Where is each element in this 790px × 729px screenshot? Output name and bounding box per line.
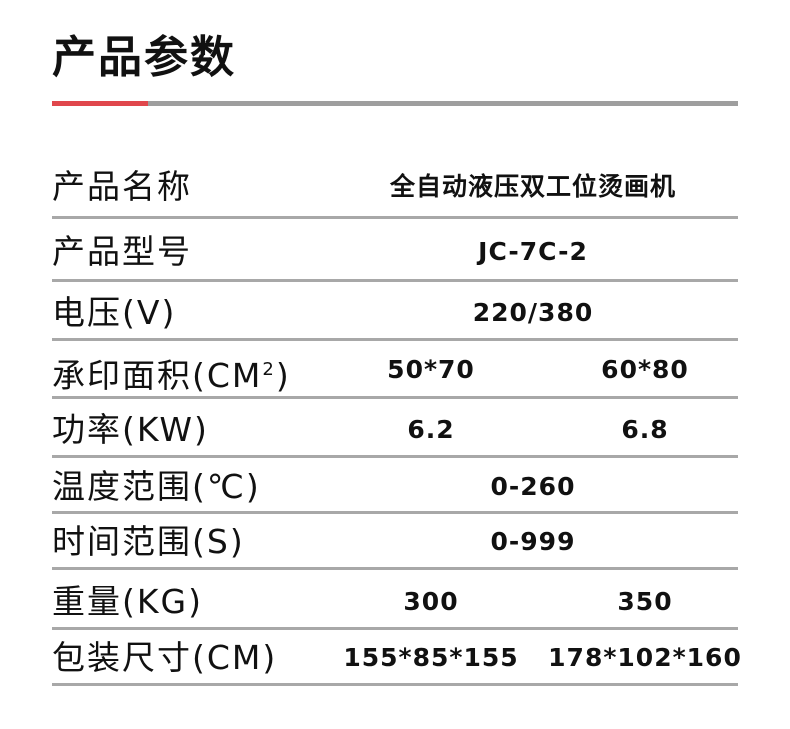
spec-value: JC-7C-2: [478, 237, 588, 266]
spec-row: 电压(V) 220/380: [52, 288, 738, 338]
title-underline: [52, 101, 738, 106]
spec-row: 功率(KW) 6.2 6.8: [52, 405, 738, 455]
spec-row: 承印面积(CM2) 50*70 60*80: [52, 345, 738, 395]
row-divider: [52, 567, 738, 570]
superscript: 2: [262, 359, 276, 380]
spec-label: 重量(KG): [52, 577, 203, 627]
spec-row: 温度范围(℃) 0-260: [52, 462, 738, 512]
spec-label: 承印面积(CM2): [52, 345, 291, 401]
label-end: ): [275, 356, 291, 395]
spec-label-text: 重量(KG): [52, 582, 203, 621]
spec-label-text: 承印面积(CM: [52, 356, 263, 395]
spec-row: 重量(KG) 300 350: [52, 577, 738, 627]
spec-value: 60*80: [601, 355, 689, 384]
spec-label-text: 产品型号: [52, 232, 192, 271]
row-divider: [52, 396, 738, 399]
spec-value: 220/380: [472, 298, 594, 327]
spec-value: 6.8: [621, 415, 669, 444]
spec-label-text: 包装尺寸(CM): [52, 638, 278, 677]
spec-label: 电压(V): [52, 288, 176, 338]
spec-value: 350: [617, 587, 673, 616]
spec-value: 178*102*160: [548, 643, 742, 672]
spec-row: 产品名称 全自动液压双工位烫画机: [52, 162, 738, 212]
spec-row: 包装尺寸(CM) 155*85*155 178*102*160: [52, 633, 741, 683]
spec-row: 产品型号 JC-7C-2: [52, 227, 738, 277]
spec-label: 产品名称: [52, 162, 192, 212]
spec-label: 产品型号: [52, 227, 192, 277]
spec-label-text: 电压(V): [52, 293, 177, 332]
row-divider: [52, 455, 738, 458]
spec-value: 全自动液压双工位烫画机: [389, 172, 677, 201]
spec-value: 300: [403, 587, 459, 616]
spec-row: 时间范围(S) 0-999: [52, 517, 738, 567]
spec-label: 温度范围(℃): [52, 462, 261, 512]
row-divider: [52, 627, 738, 630]
spec-value: 50*70: [387, 355, 475, 384]
spec-label-text: 功率(KW): [52, 410, 209, 449]
spec-label: 包装尺寸(CM): [52, 633, 277, 683]
spec-label: 时间范围(S): [52, 517, 245, 567]
spec-label-text: 温度范围(℃): [52, 467, 261, 506]
spec-value: 6.2: [407, 415, 455, 444]
spec-label-text: 时间范围(S): [52, 522, 245, 561]
spec-value: 0-260: [490, 472, 576, 501]
page-title: 产品参数: [52, 32, 236, 83]
spec-value: 0-999: [490, 527, 576, 556]
spec-value: 155*85*155: [343, 643, 519, 672]
row-divider: [52, 338, 738, 341]
spec-label: 功率(KW): [52, 405, 209, 455]
row-divider: [52, 216, 738, 219]
spec-label-text: 产品名称: [52, 167, 192, 206]
row-divider: [52, 683, 738, 686]
accent-underline: [52, 101, 148, 106]
row-divider: [52, 511, 738, 514]
row-divider: [52, 279, 738, 282]
